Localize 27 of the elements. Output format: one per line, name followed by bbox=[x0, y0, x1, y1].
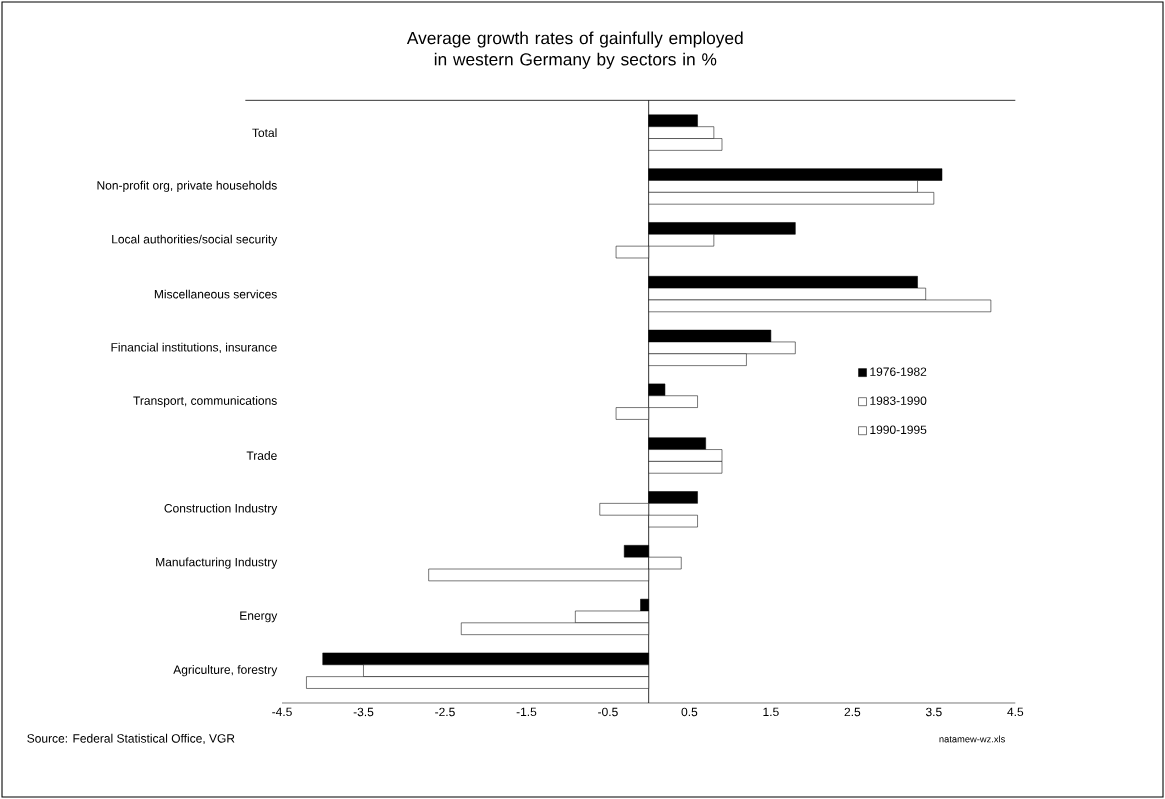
chart-title: Average growth rates of gainfully employed in western Germany by sectors in % bbox=[406, 31, 743, 69]
y-tick-label: Local authorities/social security bbox=[112, 234, 278, 246]
y-tick-label: Agriculture, forestry bbox=[173, 665, 278, 677]
x-tick-label: 3.5 bbox=[925, 707, 942, 717]
source-note: Source: Federal Statistical Office, VGR bbox=[27, 733, 235, 745]
text: natamew-wz.xls bbox=[939, 735, 1005, 743]
x-tick-label: -2.5 bbox=[435, 707, 455, 717]
y-tick-label: Transport, communications bbox=[133, 396, 277, 408]
legend-label: 1990-1995 bbox=[870, 425, 927, 435]
x-tick-label: 2.5 bbox=[844, 707, 861, 717]
x-tick-label: 4.5 bbox=[1007, 707, 1024, 717]
y-tick-label: Miscellaneous services bbox=[154, 289, 277, 299]
y-tick-label: Financial institutions, insurance bbox=[111, 342, 277, 353]
y-tick-label: Non-profit org, private households bbox=[97, 180, 277, 193]
x-tick-label: 0.5 bbox=[681, 707, 698, 717]
x-tick-label: -4.5 bbox=[272, 707, 292, 717]
legend-label: 1976-1982 bbox=[870, 367, 927, 376]
y-tick-label: Manufacturing Industry bbox=[156, 557, 278, 569]
x-tick-label: 1.5 bbox=[763, 707, 779, 717]
y-tick-label: Energy bbox=[240, 611, 278, 623]
x-tick-label: -3.5 bbox=[353, 707, 374, 717]
legend-label: 1983-1990 bbox=[870, 396, 927, 405]
y-tick-label: Construction Industry bbox=[164, 503, 278, 515]
x-tick-label: -1.5 bbox=[516, 707, 537, 717]
x-tick-label: -0.5 bbox=[598, 707, 618, 717]
y-tick-label: Trade bbox=[246, 451, 277, 460]
y-tick-label: Total bbox=[252, 128, 277, 138]
